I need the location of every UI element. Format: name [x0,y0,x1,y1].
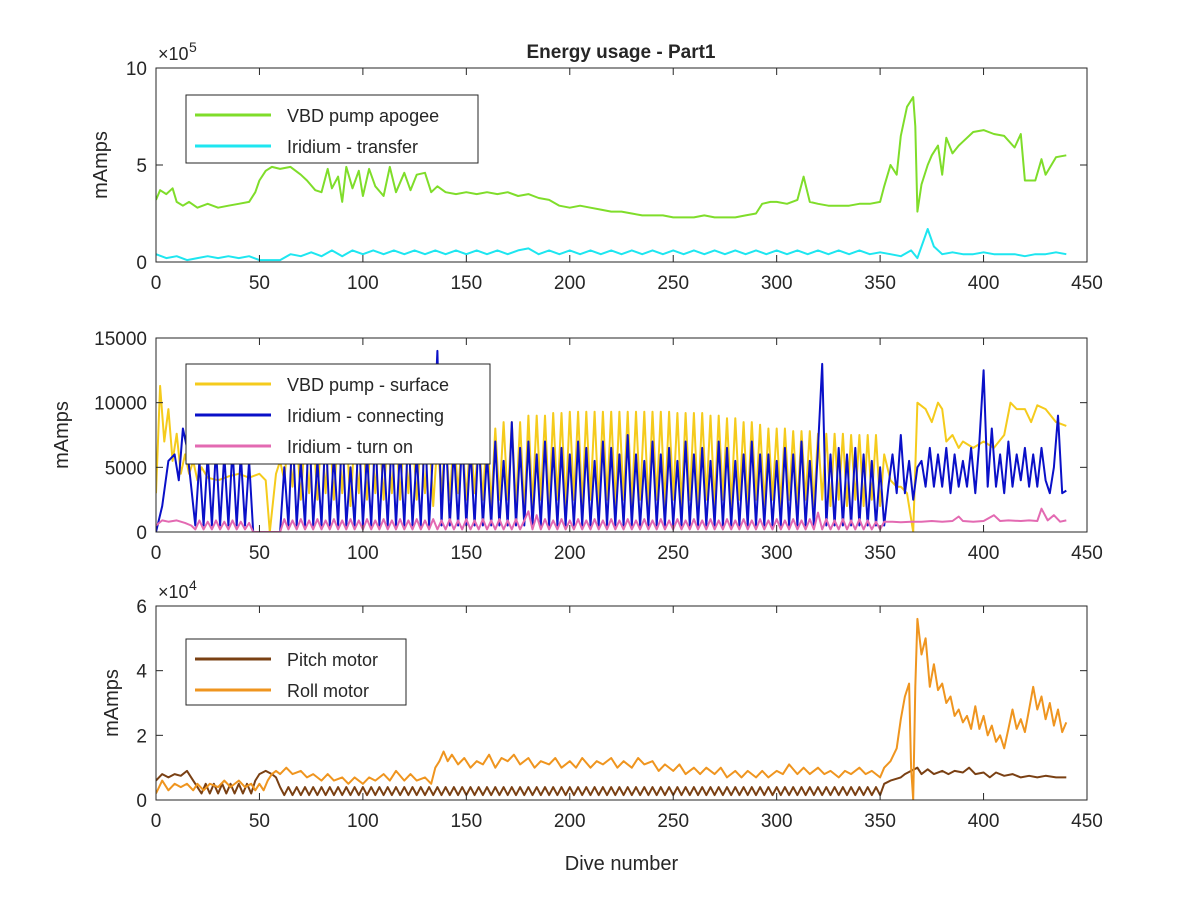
x-tick-label: 400 [968,543,1000,564]
y-axis-exponent: 4 [189,577,197,593]
x-tick-label: 400 [968,811,1000,832]
x-tick-label: 50 [249,543,270,564]
y-tick-label: 10 [126,59,147,80]
y-tick-label: 6 [136,597,147,618]
y-axis-label: mAmps [51,401,73,469]
legend: Pitch motor Roll motor [185,638,407,706]
y-tick-label: 5 [136,156,147,177]
y-tick-label: 5000 [105,458,147,479]
x-tick-label: 450 [1071,811,1103,832]
x-tick-label: 350 [864,811,896,832]
legend-box [185,638,407,706]
x-tick-label: 400 [968,273,1000,294]
subplot-2: 0 50 100 150 200 250 300 350 400 450 0 5000 10000 150… [51,329,1103,564]
x-tick-label: 250 [657,811,689,832]
series-group [156,617,1068,800]
x-tick-label: 200 [554,543,586,564]
x-tick-label: 200 [554,811,586,832]
x-tick-label: 0 [151,543,162,564]
x-tick-label: 300 [761,543,793,564]
series-line-pitch-motor [156,766,1067,797]
legend-label: Roll motor [287,681,369,701]
x-tick-label: 100 [347,543,379,564]
x-tick-label: 50 [249,273,270,294]
x-tick-label: 100 [347,273,379,294]
x-tick-label: 200 [554,273,586,294]
x-tick-label: 350 [864,543,896,564]
legend-label: Pitch motor [287,650,378,670]
y-tick-label: 0 [136,253,147,274]
legend-box [185,94,479,164]
x-tick-label: 350 [864,273,896,294]
legend-label: Iridium - transfer [287,137,418,157]
y-tick-label: 4 [136,662,147,683]
axes-frame [155,605,1088,801]
y-axis-exponent: 5 [189,39,197,55]
x-tick-label: 300 [761,273,793,294]
axes-frame [155,337,1088,533]
y-tick-label: 2 [136,726,147,747]
legend-label: Iridium - turn on [287,437,413,457]
legend: VBD pump - surface Iridium - connecting Ir… [185,363,491,465]
series-line-roll-motor [156,617,1068,800]
x-tick-label: 150 [450,543,482,564]
x-axis-label: Dive number [565,853,679,875]
y-axis-label: mAmps [90,131,112,199]
series-line-iridium-turn-on [156,507,1067,532]
x-tick-label: 150 [450,811,482,832]
legend-label: VBD pump apogee [287,106,439,126]
series-group [156,96,1067,262]
y-axis-multiplier: ×10 [158,44,189,64]
legend-label: Iridium - connecting [287,406,444,426]
y-tick-label: 0 [136,791,147,812]
y-tick-label: 0 [136,523,147,544]
x-tick-label: 0 [151,811,162,832]
figure-title: Energy usage - Part1 [526,42,715,63]
x-tick-label: 450 [1071,273,1103,294]
x-tick-label: 250 [657,273,689,294]
x-tick-label: 250 [657,543,689,564]
series-line-iridium-transfer [156,228,1067,262]
x-tick-label: 100 [347,811,379,832]
x-tick-label: 0 [151,273,162,294]
series-line-vbd-pump-surface [156,384,1067,532]
y-axis-label: mAmps [101,669,123,737]
x-tick-label: 300 [761,811,793,832]
x-tick-label: 150 [450,273,482,294]
x-tick-label: 450 [1071,543,1103,564]
legend: VBD pump apogee Iridium - transfer [185,94,479,164]
y-tick-label: 15000 [94,329,147,350]
y-axis-multiplier: ×10 [158,582,189,602]
x-tick-label: 50 [249,811,270,832]
series-line-vbd-pump-apogee [156,96,1067,219]
legend-label: VBD pump - surface [287,375,449,395]
y-tick-label: 10000 [94,394,147,415]
